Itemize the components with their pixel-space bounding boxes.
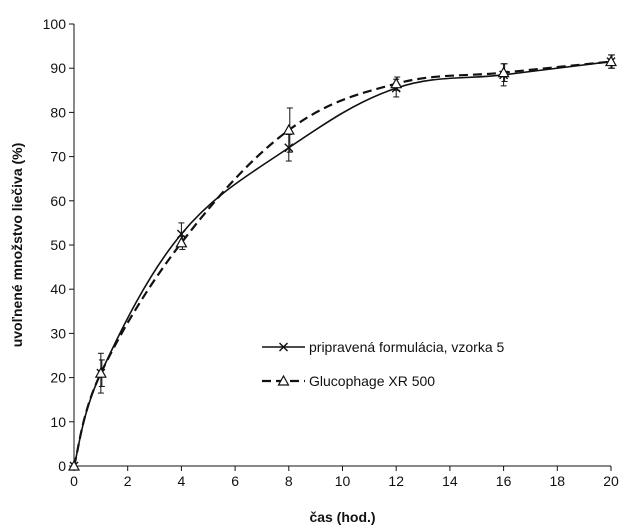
x-axis-ticks: 0 2 4 6 8 10 12 14 16 18 20 [70,466,619,489]
y-tick-label: 50 [50,237,66,253]
data-point [284,143,294,153]
y-tick-label: 70 [50,149,66,165]
y-tick-label: 100 [43,16,67,32]
legend-label-series-2: Glucophage XR 500 [309,373,435,389]
y-axis-title: uvoľnené množstvo liečiva (%) [9,143,25,348]
series-layer [67,54,618,471]
legend-label-series-1: pripravená formulácia, vzorka 5 [309,339,505,355]
x-tick-label: 18 [550,473,566,489]
y-tick-label: 30 [50,325,66,341]
legend-marker-triangle [277,374,290,386]
x-tick-label: 10 [335,473,351,489]
series-line-2 [72,60,612,467]
x-tick-label: 4 [178,473,186,489]
x-tick-label: 8 [285,473,293,489]
y-tick-label: 80 [50,104,66,120]
legend-marker-series-1 [279,342,288,352]
x-tick-label: 16 [496,473,512,489]
x-tick-label: 20 [603,473,619,489]
x-tick-label: 0 [70,473,78,489]
data-point [175,236,188,248]
x-tick-label: 2 [124,473,132,489]
y-tick-label: 10 [50,414,66,430]
data-point [604,55,618,67]
data-point [282,123,295,135]
y-tick-label: 60 [50,193,66,209]
x-axis-title: čas (hod.) [309,509,375,525]
data-point [390,77,403,89]
legend: pripravená formulácia, vzorka 5 Glucopha… [262,339,505,389]
series-1 [69,54,616,471]
legend-item-series-2: Glucophage XR 500 [262,373,435,389]
x-tick-label: 12 [388,473,404,489]
x-tick-label: 14 [442,473,458,489]
y-tick-label: 20 [50,370,66,386]
x-tick-label: 6 [231,473,239,489]
y-tick-label: 40 [50,281,66,297]
data-point [67,459,81,471]
legend-item-series-1: pripravená formulácia, vzorka 5 [262,339,505,355]
data-point [497,66,510,78]
y-axis-ticks: 0 10 20 30 40 50 60 70 80 90 100 [43,16,74,474]
legend-marker-x [279,342,288,352]
y-tick-label: 90 [50,60,66,76]
y-tick-label: 0 [58,458,66,474]
legend-marker-series-2 [277,374,290,386]
data-point [94,366,107,378]
series-2 [67,54,618,471]
series-line-1 [73,60,612,467]
